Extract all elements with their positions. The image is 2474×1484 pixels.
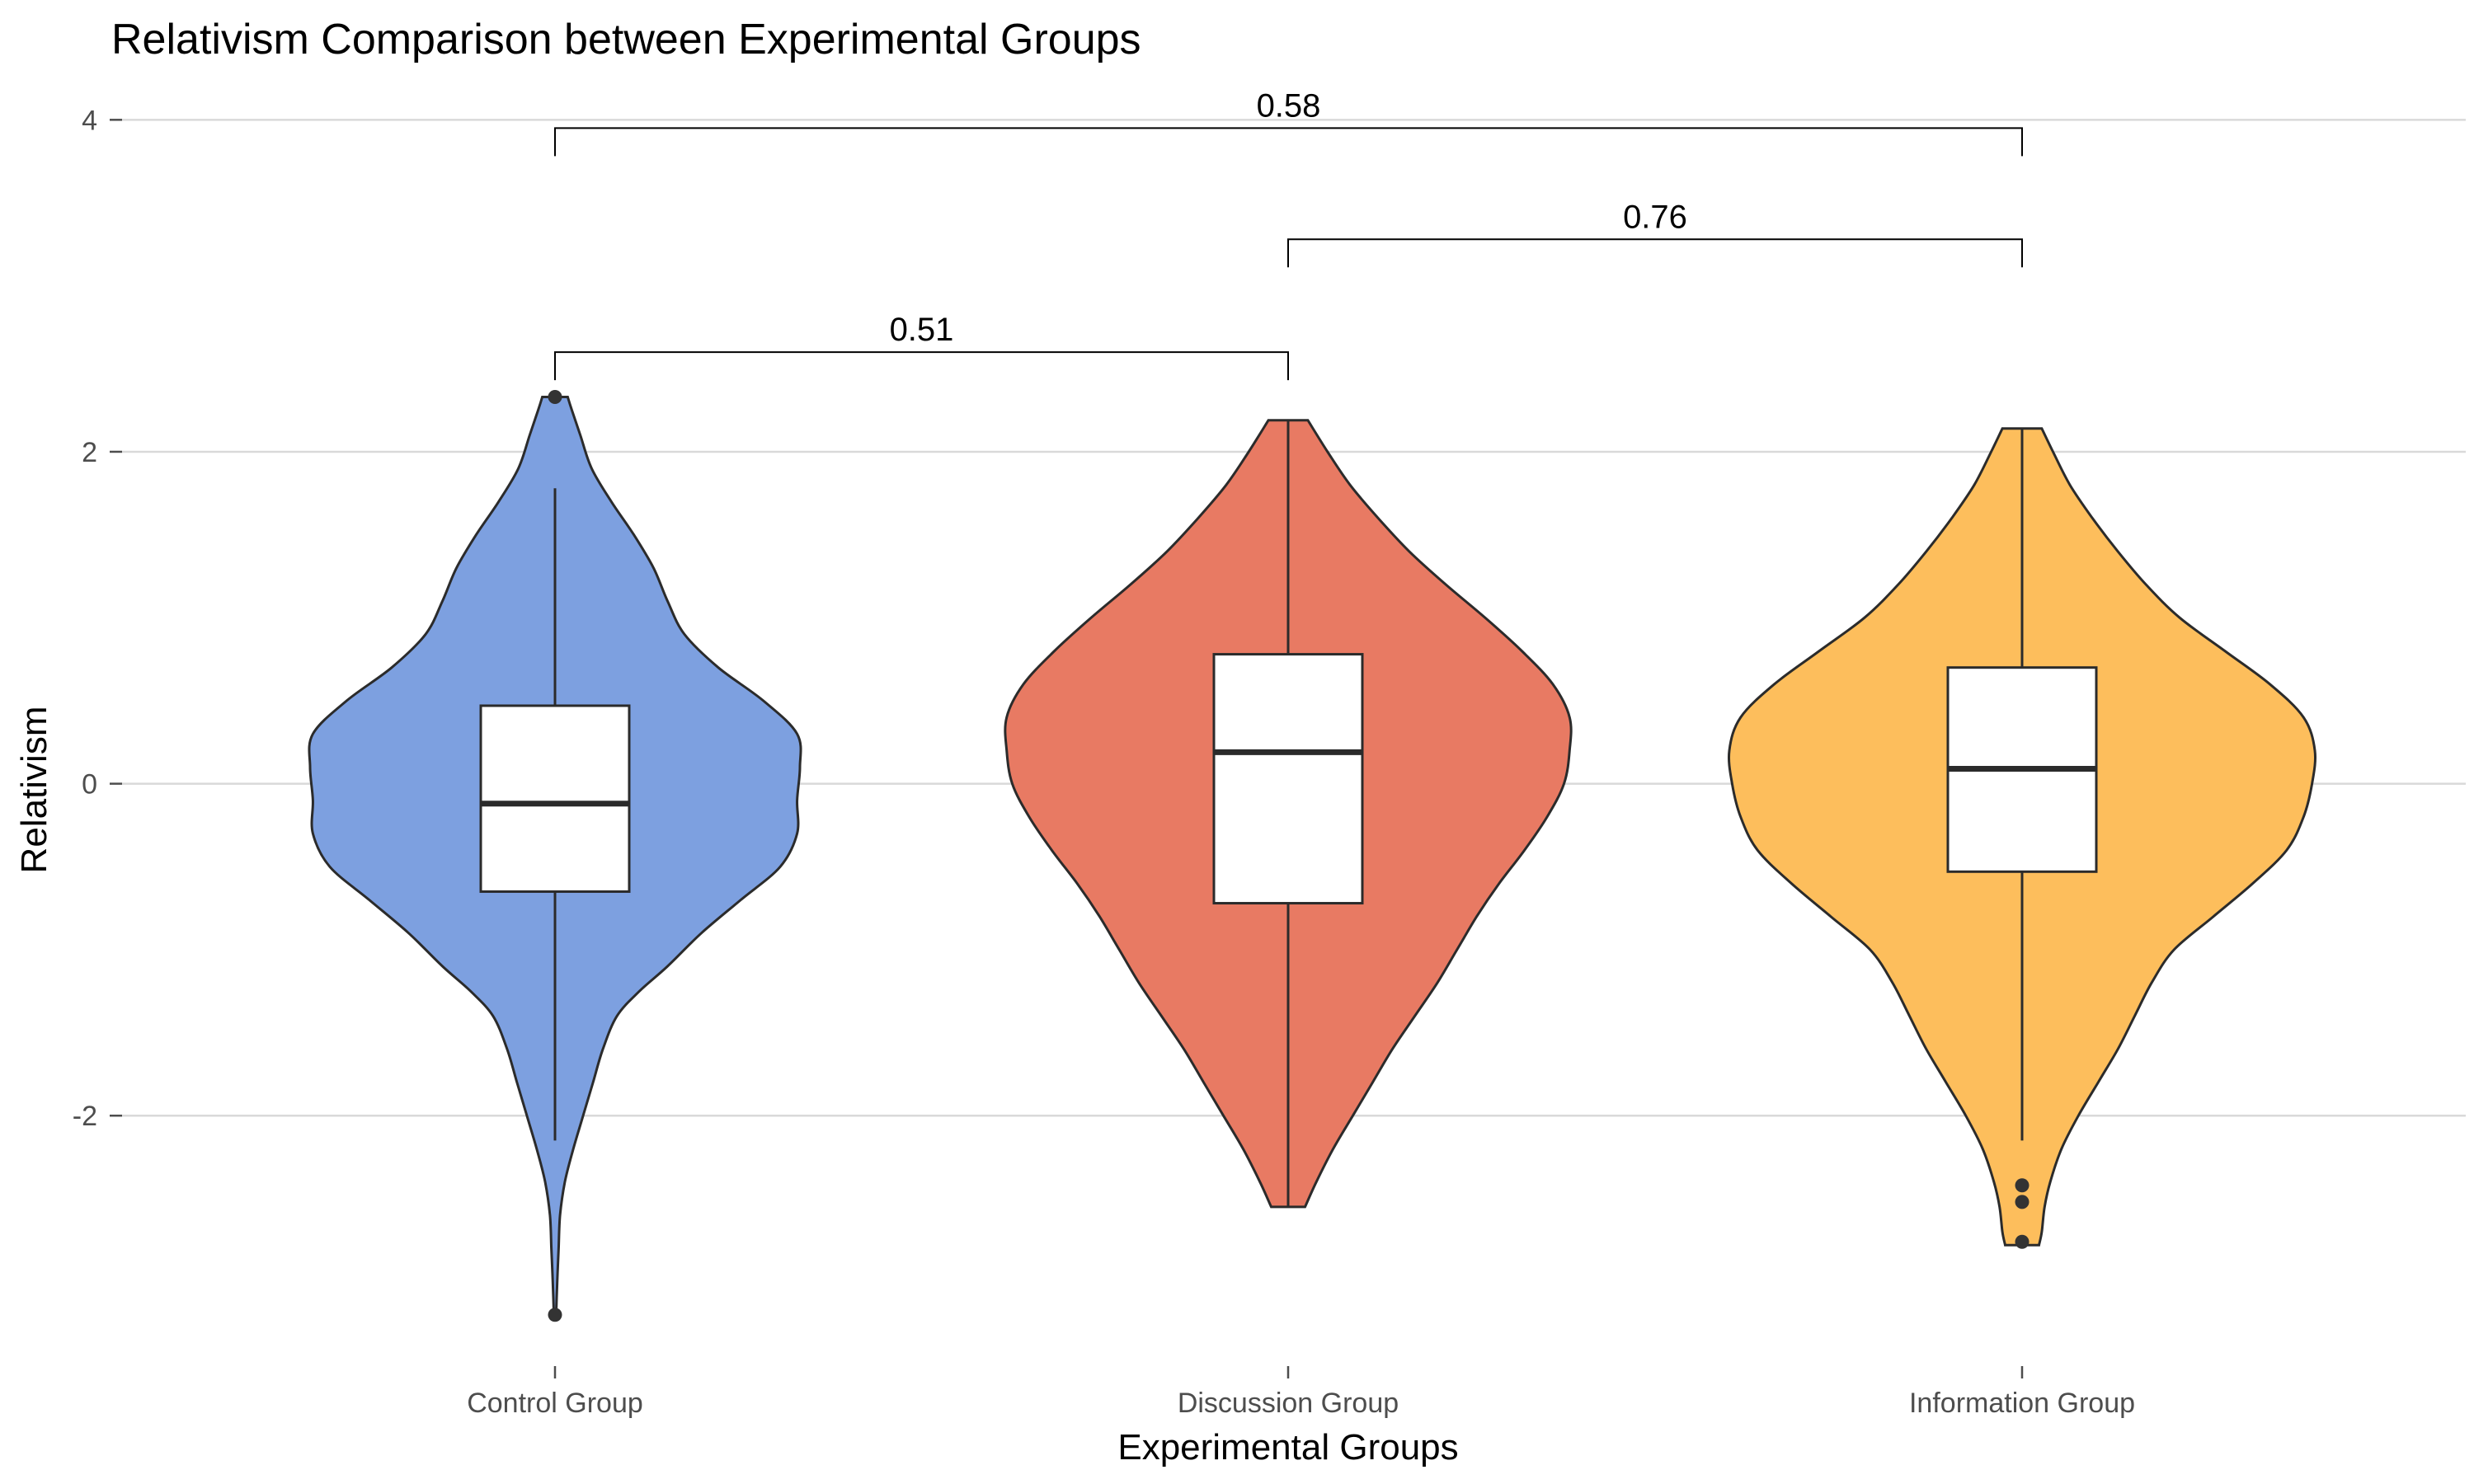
y-tick-label: 2	[82, 437, 97, 468]
violin-group	[308, 390, 802, 1322]
violin-group	[1727, 427, 2317, 1249]
significance-bracket: 0.51	[554, 312, 1289, 381]
bracket-line	[554, 351, 1289, 381]
bracket-line	[554, 127, 2023, 157]
y-tick-label: 4	[82, 105, 97, 136]
violin-group	[1004, 419, 1573, 1209]
x-tick-label: Discussion Group	[1178, 1388, 1399, 1419]
outlier-point	[548, 390, 562, 405]
outlier-point	[548, 1308, 562, 1322]
violins	[308, 390, 2317, 1322]
x-axis-title: Experimental Groups	[1117, 1427, 1458, 1468]
outlier-point	[2015, 1178, 2030, 1193]
significance-brackets: 0.51 0.76 0.58	[554, 87, 2023, 381]
y-tick-label: 0	[82, 769, 97, 801]
x-tick-label: Information Group	[1909, 1388, 2135, 1419]
chart-title: Relativism Comparison between Experiment…	[111, 16, 1141, 63]
box	[479, 704, 631, 893]
x-tick-label: Control Group	[467, 1388, 643, 1419]
box	[1212, 653, 1364, 905]
significance-bracket: 0.58	[554, 87, 2023, 157]
y-axis: -2 0 2 4	[73, 105, 122, 1132]
y-axis-title: Relativism	[14, 707, 54, 874]
p-value-label: 0.51	[890, 312, 954, 348]
significance-bracket: 0.76	[1287, 199, 2023, 268]
outlier-point	[2015, 1234, 2030, 1249]
p-value-label: 0.76	[1623, 199, 1687, 235]
bracket-line	[1287, 238, 2023, 268]
y-tick-label: -2	[73, 1101, 97, 1132]
x-axis: Control Group Discussion Group Information…	[467, 1366, 2135, 1419]
outlier-point	[2015, 1195, 2030, 1209]
p-value-label: 0.58	[1257, 87, 1321, 124]
